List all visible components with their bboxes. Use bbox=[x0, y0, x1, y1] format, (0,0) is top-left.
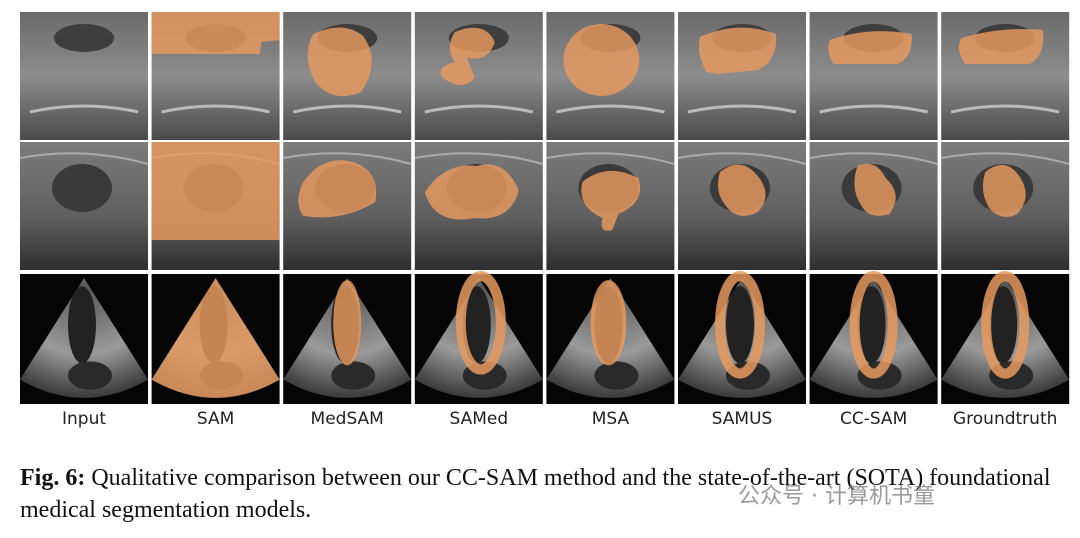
image-cell bbox=[546, 142, 675, 270]
image-cell bbox=[678, 12, 806, 140]
segmentation-overlay bbox=[718, 164, 766, 216]
image-cell bbox=[20, 12, 148, 140]
column-label: SAMUS bbox=[712, 409, 773, 429]
segmentation-overlay bbox=[698, 27, 777, 74]
segmentation-overlay bbox=[563, 24, 640, 96]
image-cell bbox=[809, 142, 938, 270]
segmentation-overlay bbox=[982, 164, 1026, 217]
segmentation-overlay bbox=[590, 280, 627, 366]
segmentation-overlay bbox=[307, 27, 372, 97]
dark-region bbox=[54, 24, 114, 52]
echo-band bbox=[819, 104, 928, 114]
image-cell bbox=[546, 274, 675, 404]
column-label: MSA bbox=[592, 409, 630, 429]
chamber bbox=[68, 361, 112, 390]
chamber bbox=[331, 361, 376, 390]
image-cell bbox=[151, 274, 280, 404]
tissue-line bbox=[546, 152, 675, 165]
echo-band bbox=[29, 104, 139, 114]
column-label: Groundtruth bbox=[953, 409, 1057, 429]
segmentation-overlay bbox=[440, 27, 495, 85]
image-cell bbox=[19, 142, 149, 270]
tissue-line bbox=[941, 152, 1070, 165]
echo-band bbox=[161, 104, 270, 114]
image-cell bbox=[283, 274, 412, 404]
image-cell bbox=[283, 12, 412, 140]
image-cell bbox=[151, 12, 280, 140]
column-label: MedSAM bbox=[311, 409, 384, 429]
caption-text: Qualitative comparison between our CC-SA… bbox=[20, 465, 1051, 523]
segmentation-overlay bbox=[715, 270, 765, 379]
image-cell bbox=[546, 12, 675, 140]
echo-band bbox=[292, 104, 402, 114]
caption: Fig. 6: Qualitative comparison between o… bbox=[20, 462, 1070, 526]
segmentation-overlay bbox=[854, 163, 896, 216]
chamber bbox=[462, 286, 491, 364]
segmentation-overlay bbox=[151, 142, 280, 240]
chamber bbox=[594, 361, 639, 390]
column-label: CC-SAM bbox=[840, 409, 907, 429]
image-cell bbox=[809, 270, 938, 404]
tissue-line bbox=[809, 152, 938, 165]
tissue-line bbox=[19, 152, 149, 165]
segmentation-overlay bbox=[424, 164, 519, 220]
segmentation-overlay bbox=[455, 270, 506, 375]
segmentation-overlay bbox=[298, 160, 377, 218]
echo-band bbox=[424, 104, 534, 114]
image-cell bbox=[414, 142, 544, 270]
image-cell bbox=[941, 270, 1070, 404]
image-cell bbox=[677, 142, 807, 270]
image-cell bbox=[941, 12, 1070, 140]
chamber bbox=[857, 286, 886, 364]
image-cell bbox=[414, 12, 543, 140]
watermark: 公众号 · 计算机书童 bbox=[738, 484, 935, 509]
caption-label: Fig. 6: bbox=[20, 465, 86, 491]
chamber bbox=[989, 286, 1018, 364]
figure-grid: Input SAM MedSAM SAMed MSA SAMUS CC-SAM Groundt… bbox=[19, 12, 1070, 429]
image-cell bbox=[941, 142, 1070, 270]
image-cell bbox=[151, 142, 280, 270]
lesion bbox=[52, 164, 112, 212]
segmentation-overlay bbox=[958, 29, 1044, 64]
echo-band bbox=[556, 104, 665, 114]
column-label: SAM bbox=[197, 409, 234, 429]
echo-band bbox=[687, 104, 797, 114]
chamber bbox=[726, 286, 754, 364]
image-cell bbox=[283, 142, 412, 270]
echo-band bbox=[950, 104, 1060, 114]
segmentation-overlay bbox=[151, 278, 280, 398]
column-label: SAMed bbox=[449, 409, 508, 429]
segmentation-overlay bbox=[151, 12, 280, 54]
column-label: Input bbox=[62, 409, 106, 429]
segmentation-overlay bbox=[333, 280, 362, 366]
image-cell bbox=[678, 270, 806, 404]
segmentation-overlay bbox=[849, 270, 898, 379]
chamber bbox=[68, 286, 96, 364]
tissue-line bbox=[283, 152, 412, 165]
segmentation-overlay bbox=[828, 31, 912, 64]
image-cell bbox=[20, 274, 148, 404]
segmentation-overlay bbox=[981, 270, 1030, 379]
segmentation-overlay bbox=[581, 170, 641, 231]
image-cell bbox=[809, 12, 938, 140]
tissue-line bbox=[677, 152, 807, 165]
tissue-line bbox=[414, 152, 544, 165]
image-cell bbox=[414, 270, 543, 404]
